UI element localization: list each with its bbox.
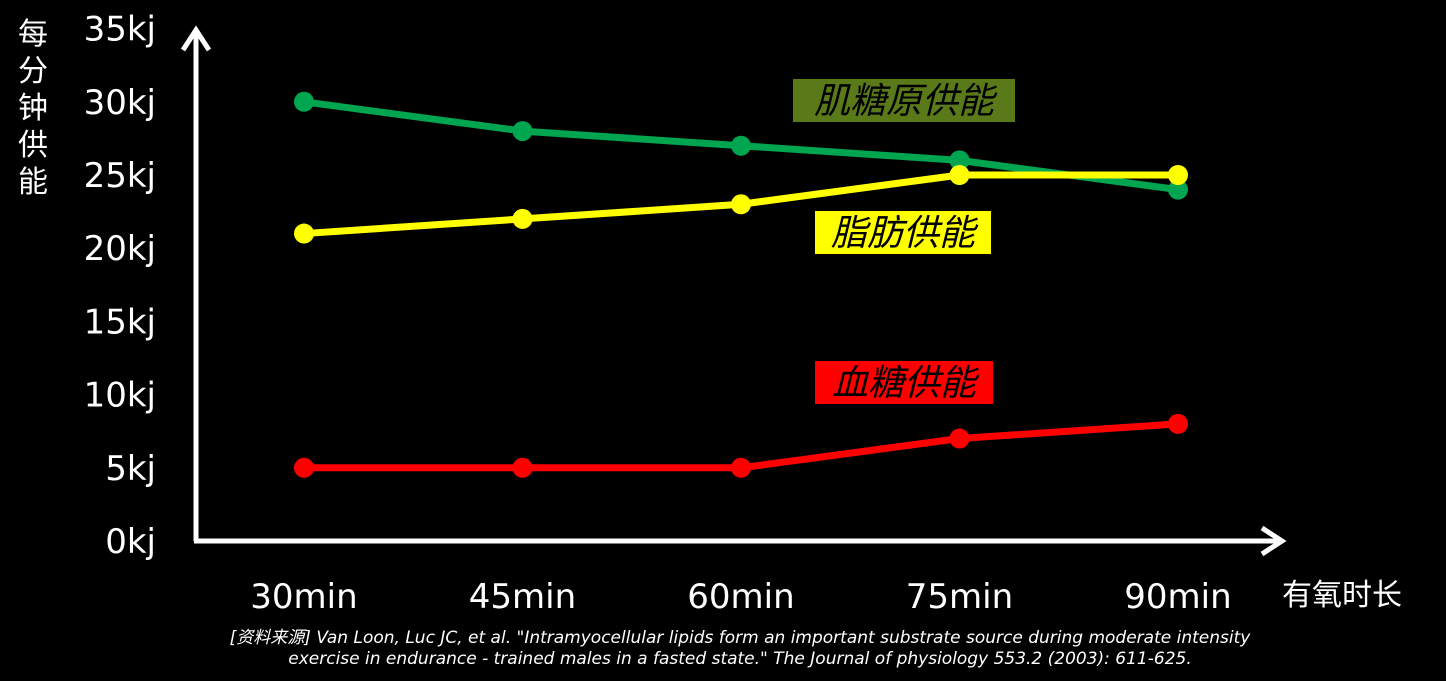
x-tick-label: 60min: [687, 577, 794, 617]
x-tick-label: 45min: [469, 577, 576, 617]
y-tick-labels: 0kj 5kj 10kj 15kj 20kj 25kj 30kj 35kj: [84, 10, 156, 562]
x-tick-label: 75min: [906, 577, 1013, 617]
y-tick-label: 35kj: [84, 10, 156, 50]
data-point: [294, 91, 314, 112]
data-point: [512, 208, 533, 229]
data-point: [294, 223, 314, 244]
y-tick-label: 20kj: [84, 229, 156, 269]
source-citation-line1: [资料来源] Van Loon, Luc JC, et al. "Intramy…: [229, 628, 1251, 648]
axes: [180, 25, 1287, 557]
y-axis-title-char: 每: [18, 17, 48, 52]
y-tick-label: 30kj: [84, 83, 156, 123]
y-axis-title-char: 供: [18, 128, 48, 163]
y-axis-arrow: [180, 25, 212, 52]
y-axis-title-char: 钟: [18, 91, 48, 126]
data-point: [1168, 413, 1188, 434]
y-tick-label: 10kj: [84, 376, 156, 416]
y-axis-title-char: 能: [18, 165, 48, 200]
x-axis-title: 有氧时长: [1282, 578, 1402, 613]
source-citation: [资料来源] Van Loon, Luc JC, et al. "Intramy…: [140, 628, 1340, 670]
x-tick-labels: 30min 45min 60min 75min 90min: [250, 577, 1231, 617]
y-tick-label: 5kj: [105, 449, 156, 489]
data-point: [512, 457, 533, 478]
y-tick-label: 25kj: [84, 156, 156, 196]
y-tick-label: 15kj: [84, 302, 156, 342]
series-label: 肌糖原供能: [814, 81, 998, 122]
x-tick-label: 30min: [250, 577, 357, 617]
x-axis-arrow: [1260, 525, 1287, 557]
data-point: [731, 194, 751, 215]
series-label: 血糖供能: [832, 363, 980, 404]
data-point: [731, 135, 751, 156]
data-point: [949, 165, 970, 185]
data-point: [512, 121, 533, 142]
y-axis-title-char: 分: [18, 54, 48, 89]
y-tick-label: 0kj: [105, 522, 156, 562]
series-label-box: [815, 211, 991, 254]
series-group: [294, 91, 1188, 478]
data-point: [731, 457, 751, 478]
x-tick-label: 90min: [1124, 577, 1231, 617]
source-citation-line2: exercise in endurance - trained males in…: [288, 649, 1192, 669]
series-label-box: [793, 79, 1015, 122]
data-point: [1168, 179, 1188, 200]
data-point: [294, 457, 314, 478]
series-label-box: [815, 361, 993, 404]
data-point: [949, 150, 970, 171]
data-point: [949, 428, 970, 449]
series-label: 脂肪供能: [831, 213, 979, 254]
data-point: [1168, 165, 1188, 185]
